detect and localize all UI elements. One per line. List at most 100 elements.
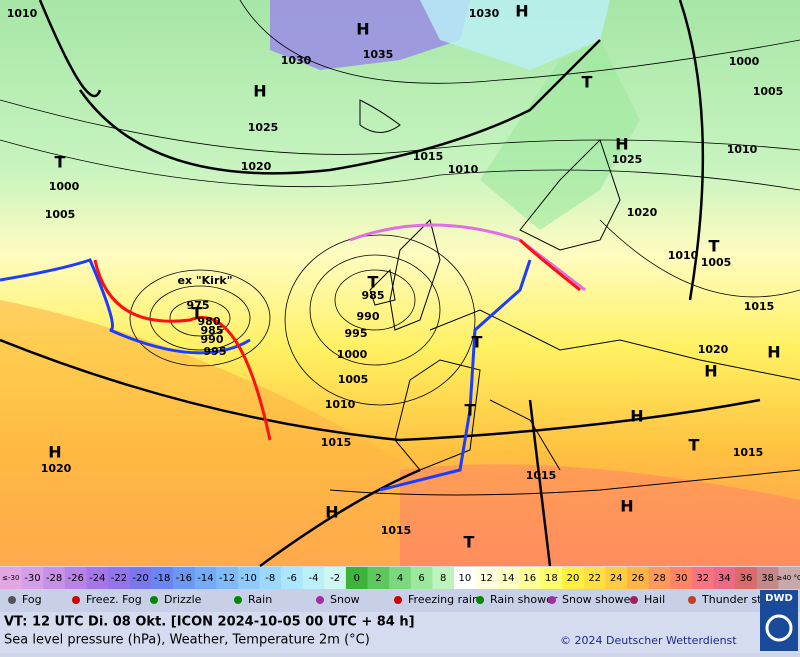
isobar-label: 1020 [698,343,729,356]
weather-label: Hail [644,593,665,606]
scale-cell [281,567,304,589]
isobar-label: 1020 [627,206,658,219]
scale-label: 14 [502,573,515,584]
weather-symbol [394,596,402,604]
scale-label: 8 [440,573,446,584]
scale-cell [475,567,498,589]
scale-label: 26 [631,573,644,584]
weather-symbol [476,596,484,604]
scale-label: -8 [265,573,275,584]
isobar-label: 990 [201,333,224,346]
pressure-center: H [325,503,338,522]
scale-cell [691,567,715,589]
scale-label: 22 [588,573,601,584]
isobar-label: 1020 [41,462,72,475]
scale-label: 10 [458,573,471,584]
scale-cell [302,567,325,589]
temperature-scale: ≤-30 -30 -28 -26 -24 -22 -20 -18 -16 -14 -12 -10 -8-… [0,567,800,589]
isobar-label: 990 [357,310,380,323]
scale-label: 24 [610,573,623,584]
scale-label: -30 [24,573,40,584]
pressure-center: T [689,436,700,455]
isobar-label: 1005 [45,208,76,221]
valid-time: VT: 12 UTC Di. 08 Okt. [ICON 2024-10-05 … [4,615,415,630]
isobar-label: 1015 [526,469,557,482]
weather-symbol [630,596,638,604]
scale-cell [540,567,563,589]
map: 1010 1030 1030 1035 1000 1005 1025 1020 1015 1010… [0,0,800,568]
pressure-center: H [515,2,528,21]
scale-label: -22 [111,573,127,584]
isobar-label: 1015 [321,436,352,449]
pressure-center: T [582,73,593,92]
logo-text: DWD [765,593,793,604]
weather-label: Fog [22,593,42,606]
isobar-label: 1000 [729,55,760,68]
scale-label: 34 [718,573,731,584]
pressure-center: H [704,362,717,381]
pressure-center: T [709,237,720,256]
isobar-label: 995 [204,345,227,358]
scale-label: -28 [46,573,62,584]
isobar-label: 1010 [668,249,699,262]
weather-symbol [150,596,158,604]
scale-cell [151,567,174,589]
scale-cell [562,567,585,589]
weather-symbol [72,596,80,604]
scale-cell [324,567,347,589]
scale-label: 36 [740,573,753,584]
isobar-label: 1020 [241,160,272,173]
scale-label: -10 [240,573,256,584]
isobar-label: 1005 [338,373,369,386]
isobar-label: 1025 [612,153,643,166]
isobar-label: 1015 [733,446,764,459]
weather-label: Snow [330,593,360,606]
scale-label: ≥40 °C [776,574,800,582]
scale-label: -4 [309,573,319,584]
scale-label: ≤-30 [2,574,19,582]
scale-label: 12 [480,573,493,584]
scale-label: 32 [696,573,709,584]
weather-label: Rain shower [490,593,558,606]
scale-label: 28 [653,573,666,584]
pressure-center: T [465,401,476,420]
scale-cell [410,567,433,589]
isobar-label: 1010 [7,7,38,20]
scale-label: 18 [545,573,558,584]
isobar-label: 1000 [49,180,80,193]
scale-cell [583,567,606,589]
weather-label: Freezing rain [408,593,479,606]
scale-cell [0,567,23,589]
scale-cell [778,567,800,589]
weather-symbol [234,596,242,604]
isobar-label: 1010 [727,143,758,156]
isobar-label: 1015 [744,300,775,313]
scale-cell [172,567,196,589]
scale-label: -26 [68,573,84,584]
scale-cell [735,567,758,589]
weather-symbol [688,596,696,604]
pressure-center: H [48,443,61,462]
pressure-center: T [472,333,483,352]
scale-cell [108,567,131,589]
scale-cell [518,567,542,589]
scale-label: 0 [354,573,360,584]
scale-label: -18 [154,573,170,584]
isobar-label: 1015 [381,524,412,537]
logo-mark [765,614,793,642]
isobar-label: 1005 [753,85,784,98]
scale-cell [259,567,282,589]
isobar-label: 985 [362,289,385,302]
isobar-label: 1035 [363,48,394,61]
pressure-center: T [368,273,379,292]
isobar-label: 995 [345,327,368,340]
scale-label: -6 [287,573,297,584]
scale-label: 30 [675,573,688,584]
description: Sea level pressure (hPa), Weather, Tempe… [4,633,370,648]
scale-cell [194,567,217,589]
scale-cell [367,567,390,589]
scale-cell [237,567,260,589]
weather-label: Freez. Fog [86,593,142,606]
scale-cell [21,567,44,589]
